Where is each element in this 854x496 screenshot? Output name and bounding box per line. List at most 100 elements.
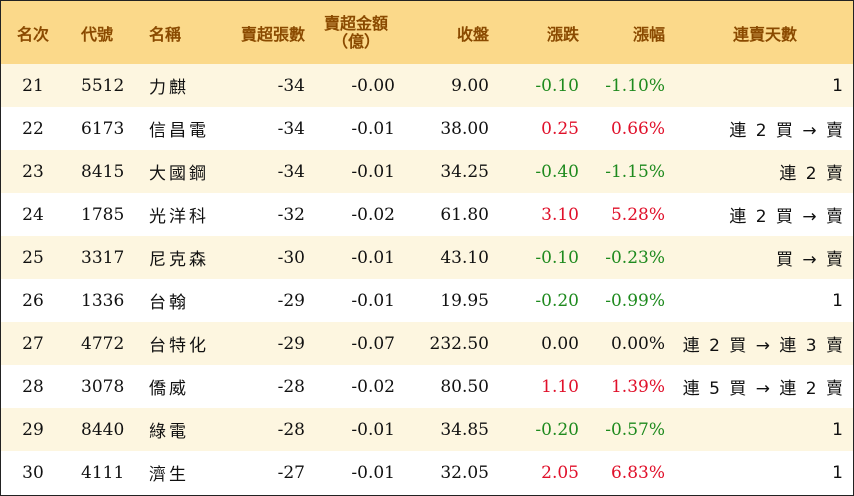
cell-change-pct: 1.39%: [610, 376, 665, 397]
cell-net-sell-amount: -0.02: [351, 376, 395, 397]
table-row[interactable]: 25 3317 尼克森 -30 -0.01 43.10 -0.10 -0.23% 買 → 賣: [1, 236, 853, 279]
cell-net-sell-amount: -0.01: [351, 247, 395, 268]
cell-streak: 1: [832, 75, 845, 96]
cell-change-pct: 5.28%: [610, 204, 665, 225]
cell-close: 34.85: [440, 419, 489, 440]
cell-net-sell-amount: -0.02: [351, 204, 395, 225]
header-change-pct[interactable]: 漲幅: [632, 24, 665, 44]
cell-name: 台特化: [149, 336, 209, 356]
table-body: 21 5512 力麒 -34 -0.00 9.00 -0.10 -1.10% 1 22 6173 信昌…: [1, 64, 853, 494]
cell-change-pct: 0.00%: [610, 333, 665, 354]
cell-name: 大國鋼: [149, 164, 209, 184]
table-row[interactable]: 30 4111 濟生 -27 -0.01 32.05 2.05 6.83% 1: [1, 451, 853, 494]
cell-name: 尼克森: [149, 250, 209, 270]
cell-code: 3317: [81, 247, 125, 268]
cell-net-sell-lots: -34: [277, 75, 305, 96]
cell-rank: 29: [22, 419, 44, 440]
cell-net-sell-amount: -0.07: [351, 333, 395, 354]
header-net-sell-amount[interactable]: 賣超金額 （億）: [305, 1, 407, 64]
cell-change-pct: -0.99%: [605, 290, 665, 311]
cell-net-sell-amount: -0.01: [351, 118, 395, 139]
cell-streak: 連 5 買 → 連 2 賣: [682, 379, 845, 399]
cell-net-sell-lots: -27: [277, 462, 305, 483]
cell-change: -0.10: [535, 75, 579, 96]
cell-streak: 買 → 賣: [775, 250, 845, 270]
cell-change-pct: 0.66%: [610, 118, 665, 139]
cell-net-sell-lots: -34: [277, 161, 305, 182]
cell-change: -0.40: [535, 161, 579, 182]
cell-net-sell-amount: -0.00: [351, 75, 395, 96]
table-row[interactable]: 26 1336 台翰 -29 -0.01 19.95 -0.20 -0.99% 1: [1, 279, 853, 322]
header-streak[interactable]: 連賣天數: [732, 24, 797, 44]
cell-net-sell-lots: -28: [277, 376, 305, 397]
cell-net-sell-amount: -0.01: [351, 462, 395, 483]
cell-rank: 23: [22, 161, 44, 182]
table-row[interactable]: 23 8415 大國鋼 -34 -0.01 34.25 -0.40 -1.15% 連 2 賣: [1, 150, 853, 193]
cell-streak: 1: [832, 290, 845, 311]
cell-change-pct: 6.83%: [610, 462, 665, 483]
cell-net-sell-lots: -28: [277, 419, 305, 440]
cell-change: -0.10: [535, 247, 579, 268]
cell-streak: 連 2 買 → 賣: [729, 121, 845, 141]
cell-close: 61.80: [440, 204, 489, 225]
cell-change-pct: -0.57%: [605, 419, 665, 440]
header-name[interactable]: 名稱: [149, 24, 182, 44]
cell-net-sell-lots: -29: [277, 333, 305, 354]
cell-code: 3078: [81, 376, 125, 397]
header-rank[interactable]: 名次: [16, 24, 49, 44]
table-row[interactable]: 29 8440 綠電 -28 -0.01 34.85 -0.20 -0.57% 1: [1, 408, 853, 451]
cell-rank: 25: [22, 247, 44, 268]
header-close[interactable]: 收盤: [456, 24, 489, 44]
table-row[interactable]: 21 5512 力麒 -34 -0.00 9.00 -0.10 -1.10% 1: [1, 64, 853, 107]
cell-change: -0.20: [535, 290, 579, 311]
cell-change-pct: -0.23%: [605, 247, 665, 268]
cell-change: 0.00: [541, 333, 579, 354]
cell-streak: 連 2 買 → 連 3 賣: [682, 336, 845, 356]
cell-change: 0.25: [541, 118, 579, 139]
cell-change: -0.20: [535, 419, 579, 440]
cell-code: 8440: [81, 419, 125, 440]
cell-close: 232.50: [429, 333, 489, 354]
header-change[interactable]: 漲跌: [546, 24, 579, 44]
header-net-sell-lots[interactable]: 賣超張數: [240, 24, 305, 44]
header-code[interactable]: 代號: [81, 24, 114, 44]
cell-code: 1336: [81, 290, 125, 311]
table-row[interactable]: 24 1785 光洋科 -32 -0.02 61.80 3.10 5.28% 連 2 買 → 賣: [1, 193, 853, 236]
cell-rank: 27: [22, 333, 44, 354]
cell-net-sell-lots: -29: [277, 290, 305, 311]
cell-change-pct: -1.10%: [605, 75, 665, 96]
cell-change: 2.05: [541, 462, 579, 483]
cell-close: 43.10: [440, 247, 489, 268]
cell-change-pct: -1.15%: [605, 161, 665, 182]
cell-close: 19.95: [440, 290, 489, 311]
cell-rank: 26: [22, 290, 44, 311]
table-row[interactable]: 27 4772 台特化 -29 -0.07 232.50 0.00 0.00% 連 2 買 → …: [1, 322, 853, 365]
cell-net-sell-amount: -0.01: [351, 161, 395, 182]
cell-net-sell-lots: -34: [277, 118, 305, 139]
cell-code: 4772: [81, 333, 125, 354]
cell-streak: 1: [832, 462, 845, 483]
cell-name: 台翰: [149, 293, 189, 313]
table-row[interactable]: 28 3078 僑威 -28 -0.02 80.50 1.10 1.39% 連 5 買 → 連 …: [1, 365, 853, 408]
cell-close: 34.25: [440, 161, 489, 182]
cell-rank: 21: [22, 75, 44, 96]
cell-name: 濟生: [149, 465, 189, 485]
cell-rank: 24: [22, 204, 44, 225]
cell-streak: 1: [832, 419, 845, 440]
cell-streak: 連 2 買 → 賣: [729, 207, 845, 227]
cell-close: 9.00: [451, 75, 489, 96]
cell-close: 32.05: [440, 462, 489, 483]
cell-net-sell-lots: -30: [277, 247, 305, 268]
cell-code: 4111: [81, 462, 125, 483]
cell-close: 38.00: [440, 118, 489, 139]
cell-code: 6173: [81, 118, 125, 139]
cell-rank: 22: [22, 118, 44, 139]
cell-name: 光洋科: [149, 207, 209, 227]
cell-change: 3.10: [541, 204, 579, 225]
table-row[interactable]: 22 6173 信昌電 -34 -0.01 38.00 0.25 0.66% 連 2 買 → 賣: [1, 107, 853, 150]
cell-name: 力麒: [149, 78, 189, 98]
cell-change: 1.10: [541, 376, 579, 397]
cell-code: 1785: [81, 204, 125, 225]
